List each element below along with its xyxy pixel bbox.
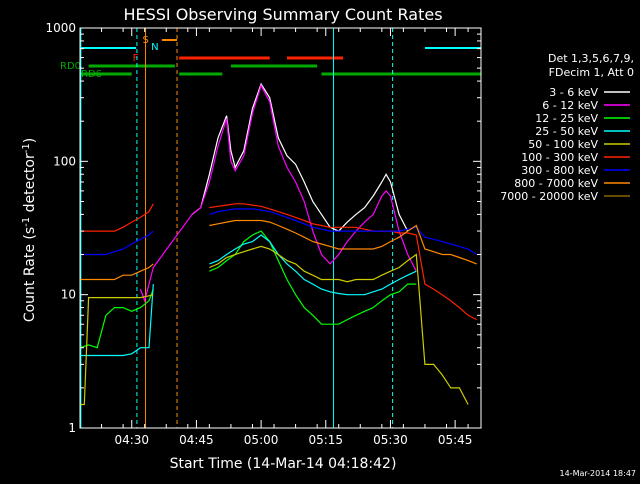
legend-label: 25 - 50 keV — [535, 125, 598, 138]
legend-label: 3 - 6 keV — [549, 86, 598, 99]
y-axis-label-mid: detector — [22, 153, 38, 217]
x-tick-label: 05:30 — [373, 433, 408, 447]
x-tick-label: 05:15 — [308, 433, 343, 447]
plot-area: SNFRD0RD604:3004:4505:0005:1505:3005:451… — [45, 21, 482, 447]
overlay-flag-n: N — [151, 42, 158, 53]
y-tick-label: 1000 — [45, 21, 76, 35]
legend-label: 6 - 12 keV — [542, 99, 598, 112]
series-50-100keV — [80, 245, 469, 406]
series-25-50keV — [80, 234, 417, 357]
series-line — [80, 208, 478, 256]
series-line — [79, 230, 417, 349]
y-axis-label-sup-1: -1 — [21, 217, 32, 227]
legend-label: 50 - 100 keV — [528, 138, 598, 151]
x-tick-label: 04:30 — [114, 433, 149, 447]
overlay-flag-f: F — [133, 53, 139, 64]
series-6-12keV — [139, 84, 417, 303]
y-tick-label: 100 — [53, 154, 76, 168]
series-3-6keV — [191, 82, 409, 232]
x-tick-label: 05:45 — [438, 433, 473, 447]
legend-label: 300 - 800 keV — [521, 164, 598, 177]
series-800-7000keV — [80, 219, 477, 281]
plot-frame — [79, 27, 482, 429]
series-line — [191, 82, 409, 232]
x-tick-label: 05:00 — [244, 433, 279, 447]
y-axis-label: Count Rate (s-1 detector-1) — [21, 138, 38, 322]
series-300-800keV — [80, 208, 478, 256]
timestamp-label: 14-Mar-2014 18:47 — [560, 469, 637, 478]
legend-header-2: FDecim 1, Att 0 — [549, 66, 634, 79]
y-axis-label-sup-2: -1 — [21, 143, 32, 153]
series-line — [80, 203, 477, 321]
series-line — [80, 219, 477, 281]
legend-label: 7000 - 20000 keV — [500, 190, 598, 203]
y-tick-label: 1 — [68, 421, 76, 435]
series-line — [80, 234, 417, 357]
y-tick-label: 10 — [61, 288, 76, 302]
series-12-25keV — [79, 230, 417, 349]
overlay-flag-rd6: RD6 — [81, 69, 102, 80]
overlay-flag-rd0: RD0 — [60, 61, 81, 72]
legend-label: 12 - 25 keV — [535, 112, 598, 125]
x-tick-label: 04:45 — [179, 433, 214, 447]
series-100-300keV — [80, 203, 477, 321]
legend-label: 100 - 300 keV — [521, 151, 598, 164]
y-axis-label-main: Count Rate (s — [22, 227, 38, 322]
x-axis-label: Start Time (14-Mar-14 04:18:42) — [170, 456, 397, 472]
legend-label: 800 - 7000 keV — [514, 177, 598, 190]
series-line — [80, 245, 469, 406]
y-axis-label-end: ) — [22, 138, 38, 143]
chart-title: HESSI Observing Summary Count Rates — [123, 5, 442, 24]
legend-header-1: Det 1,3,5,6,7,9, — [548, 52, 634, 65]
series-line — [139, 84, 417, 303]
legend: Det 1,3,5,6,7,9, FDecim 1, Att 0 3 - 6 k… — [500, 52, 634, 203]
